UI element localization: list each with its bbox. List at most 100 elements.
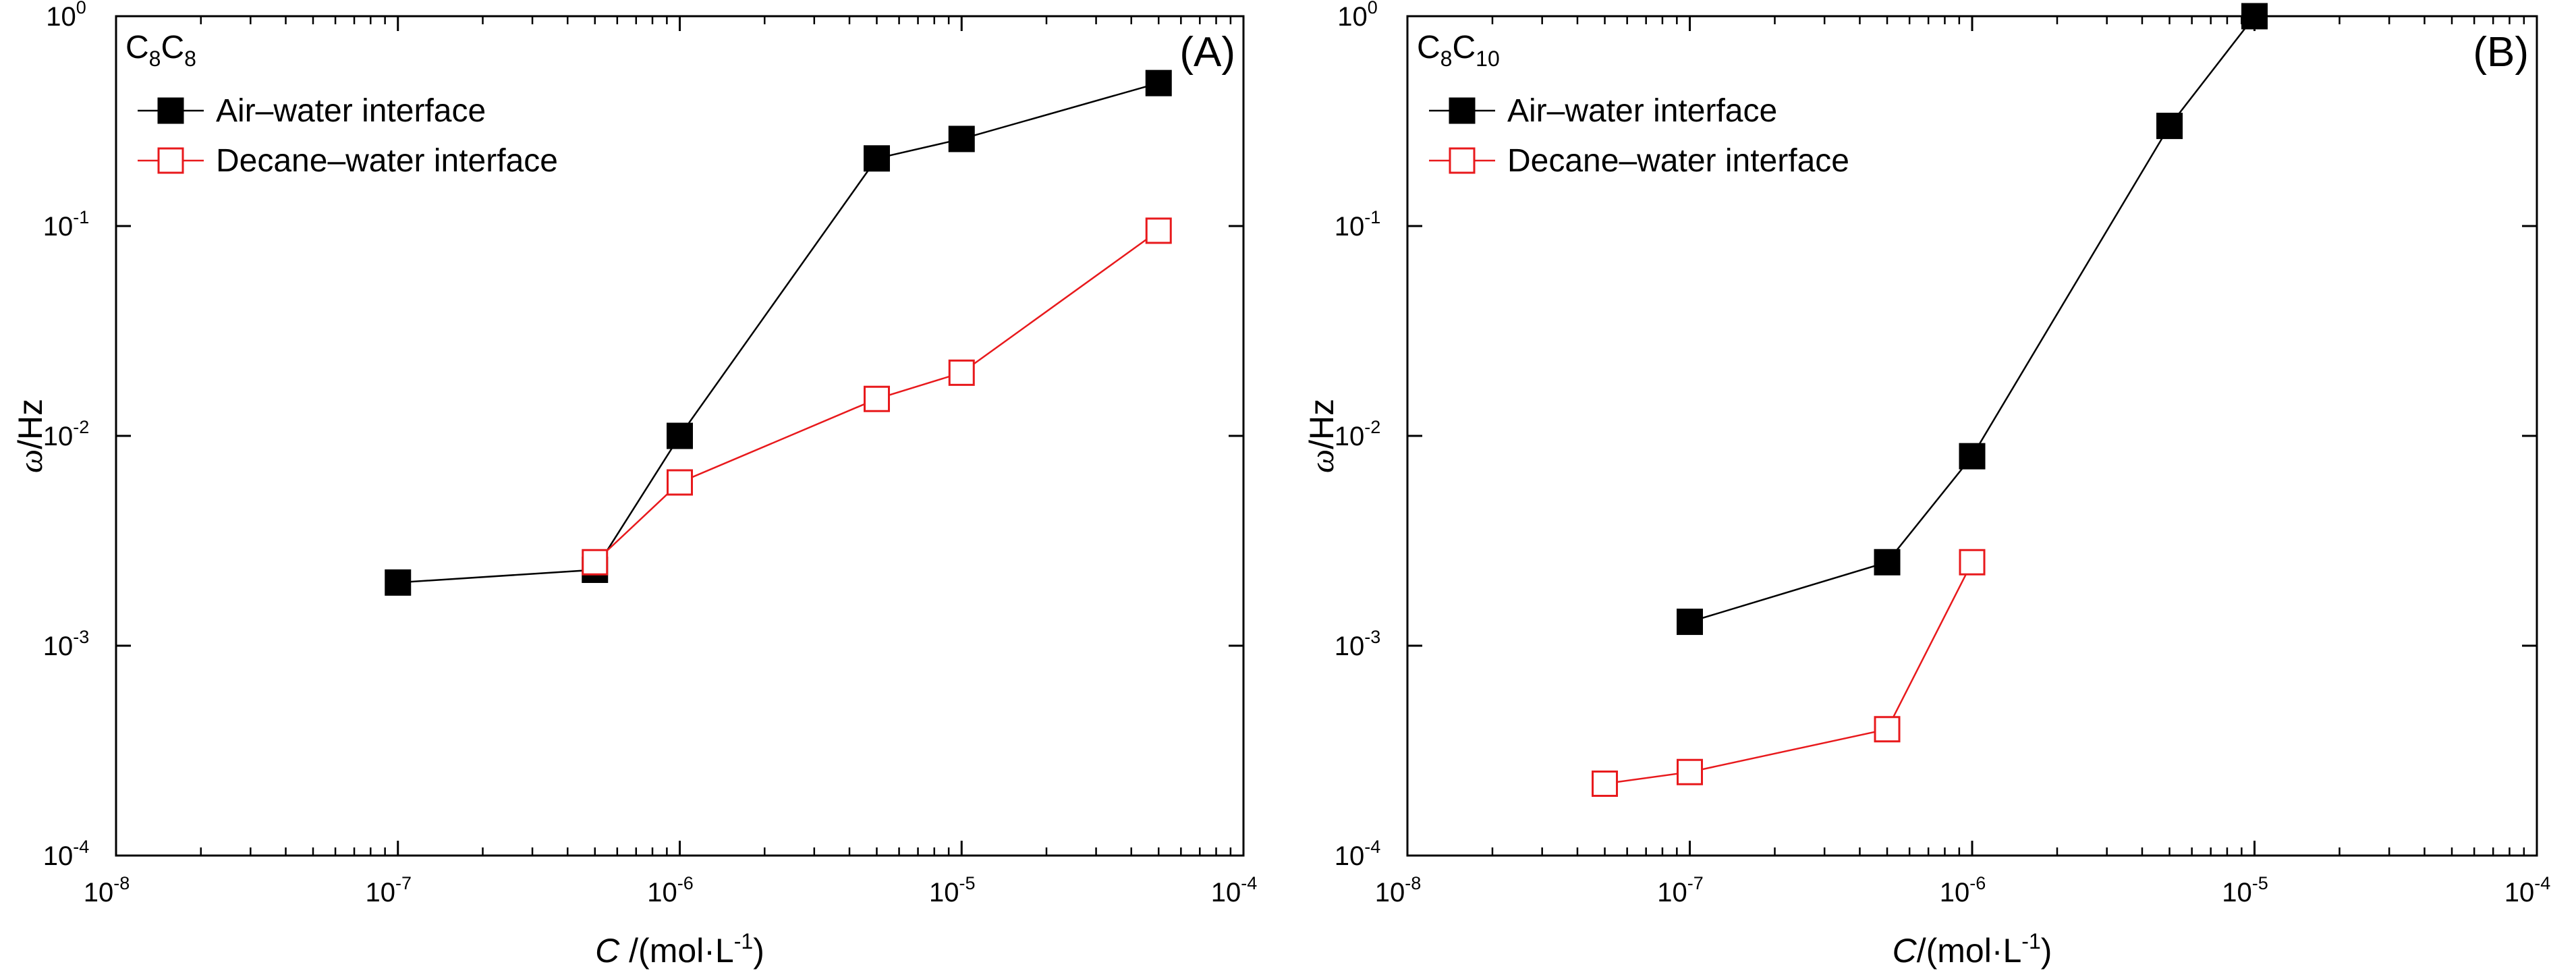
tick-exponent: -5 <box>959 873 975 893</box>
legend-entry: Air–water interface <box>1507 93 1777 129</box>
compound-subscript: 8 <box>1440 47 1453 71</box>
legend-marker <box>157 147 184 174</box>
x-axis-unit-exponent: -1 <box>2021 929 2040 953</box>
compound-subscript: 10 <box>1476 47 1500 71</box>
y-axis-title: ω/Hz <box>11 399 49 473</box>
x-tick-label: 10-4 <box>1211 873 1258 908</box>
decane-water-point <box>948 359 975 386</box>
tick-base: 10 <box>1375 878 1405 908</box>
decane-water-point <box>1959 549 1986 576</box>
y-tick-label: 100 <box>46 0 86 32</box>
decane-water-point <box>863 385 890 412</box>
tick-base: 10 <box>1335 422 1365 451</box>
tick-base: 10 <box>365 878 395 908</box>
tick-base: 10 <box>1335 841 1365 871</box>
tick-base: 10 <box>1940 878 1970 908</box>
y-tick-label: 10-2 <box>1335 417 1381 451</box>
y-tick-label: 10-1 <box>1335 207 1381 242</box>
air-water-point <box>1874 549 1901 576</box>
tick-base: 10 <box>43 212 74 242</box>
tick-base: 10 <box>43 841 74 871</box>
x-axis-symbol: C <box>1893 932 1917 970</box>
air-water-point <box>667 422 693 449</box>
tick-exponent: -5 <box>2252 873 2268 893</box>
legend-marker <box>1449 147 1476 174</box>
tick-base: 10 <box>2504 878 2535 908</box>
compound-label: C8C8 <box>125 30 196 71</box>
tick-exponent: -4 <box>1364 837 1380 857</box>
tick-base: 10 <box>1211 878 1241 908</box>
x-tick-label: 10-8 <box>1375 873 1422 908</box>
tick-exponent: -8 <box>1405 873 1421 893</box>
legend-entry: Air–water interface <box>216 93 486 129</box>
x-tick-label: 10-7 <box>365 873 412 908</box>
air-water-point <box>1677 609 1703 636</box>
y-axis-unit: /Hz <box>1303 399 1341 449</box>
tick-exponent: 0 <box>1368 0 1378 18</box>
tick-exponent: -7 <box>1687 873 1704 893</box>
tick-exponent: -2 <box>1364 417 1380 437</box>
tick-base: 10 <box>647 878 677 908</box>
x-axis-unit-tail: ) <box>2041 932 2052 970</box>
tick-exponent: -3 <box>73 627 89 647</box>
x-axis-unit: /(mol·L <box>619 932 733 970</box>
air-water-point <box>1145 69 1172 96</box>
x-axis-unit: /(mol·L <box>1917 932 2022 970</box>
compound-letter: C <box>161 30 184 65</box>
series-line-air-water <box>397 82 1159 584</box>
tick-exponent: -2 <box>73 417 89 437</box>
y-axis-title: ω/Hz <box>1303 399 1341 473</box>
air-water-point <box>2241 3 2268 30</box>
compound-subscript: 8 <box>184 47 196 71</box>
legend-entry: Decane–water interface <box>216 143 558 179</box>
tick-exponent: -1 <box>1364 207 1380 227</box>
decane-water-point <box>1145 217 1172 244</box>
tick-base: 10 <box>1657 878 1687 908</box>
compound-subscript: 8 <box>149 47 161 71</box>
compound-letter: C <box>1417 30 1440 65</box>
tick-base: 10 <box>43 422 74 451</box>
panel-label: (B) <box>2473 29 2529 76</box>
tick-base: 10 <box>84 878 114 908</box>
y-tick-label: 10-2 <box>43 417 90 451</box>
decane-water-point <box>667 469 693 496</box>
tick-exponent: 0 <box>76 0 86 18</box>
panel-label: (A) <box>1179 29 1235 76</box>
tick-base: 10 <box>1335 632 1365 661</box>
tick-base: 10 <box>43 632 74 661</box>
x-tick-label: 10-5 <box>929 873 976 908</box>
tick-base: 10 <box>929 878 959 908</box>
tick-exponent: -3 <box>1364 627 1380 647</box>
y-tick-label: 10-4 <box>43 837 90 871</box>
x-axis-unit-tail: ) <box>753 932 764 970</box>
y-tick-label: 10-3 <box>1335 627 1381 661</box>
x-tick-label: 10-6 <box>647 873 694 908</box>
tick-base: 10 <box>46 2 76 32</box>
y-tick-label: 10-4 <box>1335 837 1381 871</box>
decane-water-point <box>582 549 609 576</box>
air-water-point <box>2156 113 2183 140</box>
x-tick-label: 10-6 <box>1940 873 1986 908</box>
x-tick-label: 10-8 <box>84 873 130 908</box>
legend-marker <box>1449 97 1476 124</box>
x-tick-label: 10-4 <box>2504 873 2551 908</box>
y-axis-symbol: ω <box>1303 449 1341 473</box>
x-tick-label: 10-7 <box>1657 873 1704 908</box>
tick-base: 10 <box>2222 878 2252 908</box>
y-tick-label: 100 <box>1337 0 1378 32</box>
y-tick-label: 10-3 <box>43 627 90 661</box>
plot-frame <box>1406 15 2538 857</box>
tick-base: 10 <box>1335 212 1365 242</box>
panel-a: 10-8 10-7 10-6 10-5 10-410-410-310-210-1100C… <box>11 0 1257 970</box>
legend-entry: Decane–water interface <box>1507 143 1849 179</box>
air-water-point <box>1959 443 1986 470</box>
tick-exponent: -7 <box>395 873 412 893</box>
legend-marker <box>157 97 184 124</box>
x-axis-title: C /(mol·L-1) <box>595 929 764 970</box>
x-axis-title: C/(mol·L-1) <box>1893 929 2052 970</box>
air-water-point <box>863 145 890 172</box>
air-water-point <box>385 569 412 596</box>
tick-exponent: -6 <box>677 873 694 893</box>
y-tick-label: 10-1 <box>43 207 90 242</box>
